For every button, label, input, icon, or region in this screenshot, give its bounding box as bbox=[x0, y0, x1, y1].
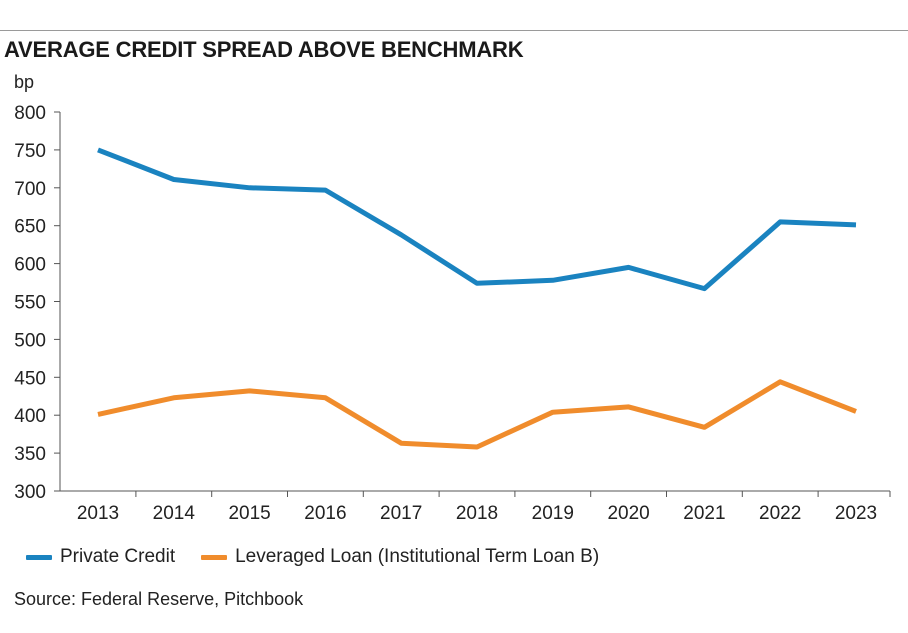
series-line-leveraged-loan bbox=[97, 379, 857, 450]
x-tick-label: 2016 bbox=[304, 503, 346, 524]
legend-label-private-credit: Private Credit bbox=[60, 546, 176, 567]
x-tick-label: 2022 bbox=[759, 503, 801, 524]
legend-item-leveraged-loan: Leveraged Loan (Institutional Term Loan … bbox=[201, 546, 599, 568]
legend: Private Credit Leveraged Loan (Instituti… bbox=[26, 546, 625, 568]
top-rule bbox=[0, 30, 908, 31]
y-tick-label: 600 bbox=[14, 255, 46, 276]
x-tick-label: 2017 bbox=[380, 503, 422, 524]
y-tick-label: 300 bbox=[14, 482, 46, 503]
y-tick-label: 750 bbox=[14, 141, 46, 162]
y-tick-label: 700 bbox=[14, 179, 46, 200]
legend-label-leveraged-loan: Leveraged Loan (Institutional Term Loan … bbox=[235, 546, 600, 567]
x-tick-label: 2018 bbox=[456, 503, 498, 524]
y-tick-label: 400 bbox=[14, 406, 46, 427]
x-tick-label: 2021 bbox=[683, 503, 725, 524]
x-tick-label: 2023 bbox=[835, 503, 877, 524]
series-line-private-credit bbox=[97, 147, 857, 292]
y-tick-label: 450 bbox=[14, 368, 46, 389]
x-tick-label: 2013 bbox=[77, 503, 119, 524]
y-tick-label: 350 bbox=[14, 444, 46, 465]
y-tick-label: 500 bbox=[14, 330, 46, 351]
x-tick-label: 2020 bbox=[607, 503, 649, 524]
chart-title: AVERAGE CREDIT SPREAD ABOVE BENCHMARK bbox=[4, 37, 524, 62]
y-tick-label: 550 bbox=[14, 293, 46, 314]
y-tick-label: 800 bbox=[14, 103, 46, 124]
source-note: Source: Federal Reserve, Pitchbook bbox=[14, 589, 304, 609]
x-tick-label: 2015 bbox=[228, 503, 270, 524]
legend-swatch-leveraged-loan bbox=[201, 554, 228, 560]
x-tick-label: 2019 bbox=[532, 503, 574, 524]
legend-item-private-credit: Private Credit bbox=[26, 546, 175, 568]
x-tick-label: 2014 bbox=[153, 503, 196, 524]
y-tick-label: 650 bbox=[14, 217, 46, 238]
legend-swatch-private-credit bbox=[26, 554, 52, 560]
y-axis-unit-label: bp bbox=[14, 72, 35, 92]
